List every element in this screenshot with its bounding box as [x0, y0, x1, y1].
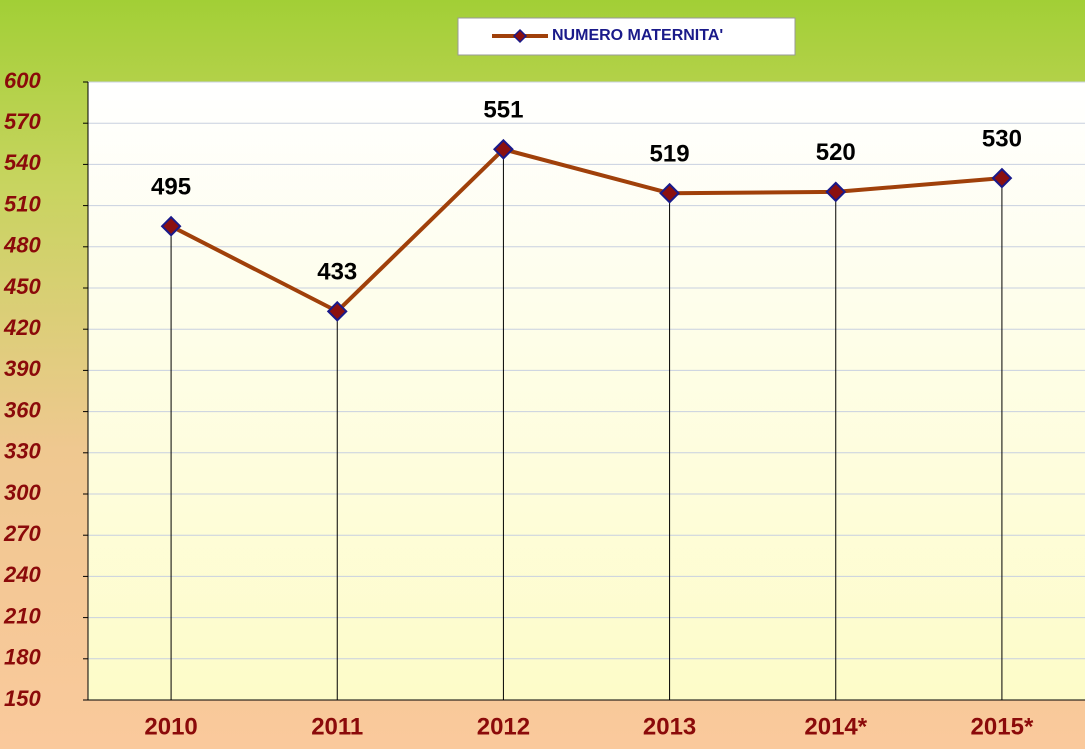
y-tick-label: 330	[4, 439, 41, 464]
legend: NUMERO MATERNITA'	[457, 17, 796, 56]
marker	[326, 300, 348, 322]
data-label: 433	[317, 259, 357, 286]
data-label: 520	[816, 139, 856, 166]
y-tick-label: 480	[3, 233, 41, 258]
y-tick-label: 600	[4, 68, 41, 93]
y-tick-label: 300	[4, 480, 41, 505]
y-tick-label: 240	[3, 562, 41, 587]
y-tick-label: 450	[3, 274, 41, 299]
x-tick-label: 2015*	[971, 713, 1034, 740]
legend-marker	[512, 28, 528, 44]
marker	[160, 215, 182, 237]
plot-area	[88, 82, 1085, 700]
data-label: 530	[982, 125, 1022, 152]
marker	[991, 167, 1013, 189]
y-tick-label: 510	[4, 191, 41, 216]
series-line	[170, 147, 1003, 314]
y-tick-label: 570	[4, 109, 41, 134]
legend-label: NUMERO MATERNITA'	[552, 27, 723, 44]
x-tick-label: 2012	[477, 713, 530, 740]
x-tick-label: 2010	[144, 713, 197, 740]
y-tick-label: 360	[4, 397, 41, 422]
marker	[493, 138, 514, 160]
x-tick-label: 2013	[643, 713, 696, 740]
data-label: 519	[650, 141, 690, 168]
y-tick-label: 540	[4, 150, 41, 175]
data-label: 551	[483, 97, 523, 124]
y-tick-label: 180	[4, 645, 41, 670]
x-tick-label: 2011	[311, 713, 363, 740]
y-tick-label: 390	[4, 356, 41, 381]
y-tick-label: 150	[4, 686, 41, 711]
marker	[659, 182, 680, 204]
marker	[825, 181, 847, 203]
y-tick-label: 420	[3, 315, 41, 340]
x-tick-label: 2014*	[804, 713, 867, 740]
y-tick-label: 270	[3, 521, 41, 546]
y-tick-label: 210	[3, 603, 41, 628]
data-label: 495	[151, 174, 191, 201]
